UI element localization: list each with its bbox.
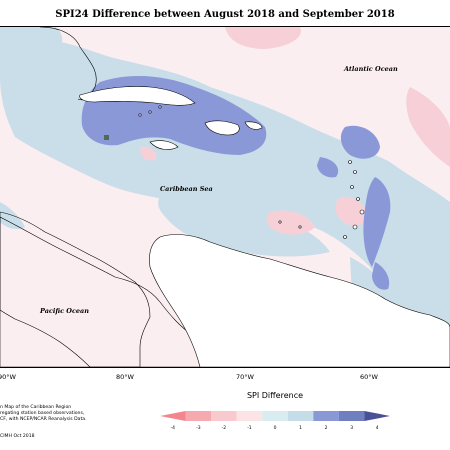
legend-colorbar xyxy=(160,411,390,421)
legend-tick-label: -1 xyxy=(247,426,252,431)
label-caribbean-sea: Caribbean Sea xyxy=(160,185,213,193)
map-title: SPI24 Difference between August 2018 and… xyxy=(55,9,395,20)
credit-line-1: n Map of the Caribbean Region xyxy=(0,405,72,410)
label-pacific-ocean: Pacific Ocean xyxy=(40,307,89,315)
land-masses xyxy=(0,27,450,367)
legend-swatch xyxy=(236,411,263,421)
legend-swatch xyxy=(160,411,186,421)
pink-anomaly-areas xyxy=(140,27,450,235)
legend-tick-label: -2 xyxy=(221,426,227,431)
legend-tick-label: -3 xyxy=(196,426,201,431)
legend-title: SPI Difference xyxy=(246,391,304,400)
legend-tick-label: 3 xyxy=(350,426,354,431)
legend-tick-label: 1 xyxy=(299,426,302,431)
credit-line-2: regating station based observations, xyxy=(0,411,85,416)
legend-tick-label: 4 xyxy=(375,426,379,431)
credit-line-3: CF, with NCEP/NCAR Reanalysis Data. xyxy=(0,417,87,422)
credit-line-4: CIMH Oct 2018 xyxy=(0,434,35,439)
legend-tick-label: 0 xyxy=(273,426,277,431)
lon-label-80w: 80°W xyxy=(116,373,134,381)
lon-label-70w: 70°W xyxy=(236,373,254,381)
lon-label-60w: 60°W xyxy=(360,373,378,381)
legend-swatch xyxy=(185,411,212,421)
legend-tick-label: 2 xyxy=(324,426,328,431)
legend-swatch xyxy=(211,411,237,421)
legend-swatch xyxy=(287,411,314,421)
legend-swatch xyxy=(313,411,339,421)
anomaly-spot xyxy=(104,135,109,140)
small-islands xyxy=(138,105,365,239)
label-atlantic-ocean: Atlantic Ocean xyxy=(344,65,398,73)
legend-swatch xyxy=(262,411,288,421)
lon-label-90w: 90°W xyxy=(0,373,16,381)
legend-swatch xyxy=(364,411,390,421)
map-canvas xyxy=(0,27,450,367)
spi-map: Atlantic Ocean Caribbean Sea Pacific Oce… xyxy=(0,26,450,368)
legend-swatch xyxy=(338,411,365,421)
legend-tick-label: -4 xyxy=(170,426,176,431)
